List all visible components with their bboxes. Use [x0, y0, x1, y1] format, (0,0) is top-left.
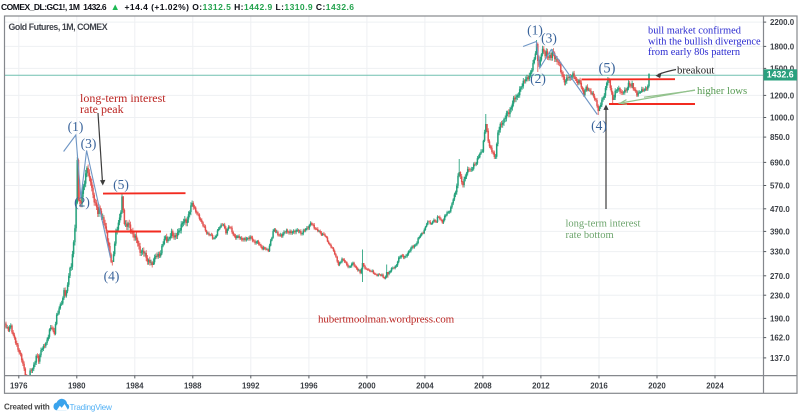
svg-text:230.0: 230.0 — [770, 291, 790, 300]
svg-text:(3): (3) — [541, 31, 557, 46]
svg-text:470.0: 470.0 — [770, 205, 790, 214]
svg-text:1500.0: 1500.0 — [770, 65, 795, 74]
svg-text:162.0: 162.0 — [770, 334, 790, 343]
svg-text:690.0: 690.0 — [770, 159, 790, 168]
svg-text:330.0: 330.0 — [770, 248, 790, 257]
svg-text:190.0: 190.0 — [770, 315, 790, 324]
svg-text:bull market confirmed: bull market confirmed — [648, 26, 742, 37]
svg-text:(2): (2) — [530, 71, 546, 86]
svg-text:1976: 1976 — [10, 382, 28, 391]
svg-text:1432.6: 1432.6 — [767, 70, 794, 80]
svg-text:2008: 2008 — [474, 382, 492, 391]
svg-text:rate peak: rate peak — [80, 102, 124, 116]
svg-text:850.0: 850.0 — [770, 133, 790, 142]
svg-text:+14.4 (+1.02%) O:1312.5 H:1442: +14.4 (+1.02%) O:1312.5 H:1442.9 L:1310.… — [125, 2, 355, 12]
svg-text:2020: 2020 — [648, 382, 666, 391]
svg-text:TradingView: TradingView — [70, 403, 112, 412]
svg-text:390.0: 390.0 — [770, 228, 790, 237]
svg-text:(1): (1) — [527, 23, 543, 38]
svg-text:1800.0: 1800.0 — [770, 43, 795, 52]
svg-text:rate bottom: rate bottom — [566, 230, 614, 241]
svg-text:higher lows: higher lows — [697, 85, 747, 97]
svg-text:2012: 2012 — [532, 382, 550, 391]
svg-text:Created with: Created with — [4, 403, 50, 412]
svg-text:1992: 1992 — [242, 382, 260, 391]
svg-text:2016: 2016 — [590, 382, 608, 391]
svg-text:1200.0: 1200.0 — [770, 92, 795, 101]
svg-text:from early 80s pattern: from early 80s pattern — [648, 47, 741, 58]
svg-text:1000.0: 1000.0 — [770, 114, 795, 123]
svg-text:2004: 2004 — [416, 382, 434, 391]
svg-text:long-term interest: long-term interest — [566, 219, 641, 230]
svg-text:(5): (5) — [599, 61, 616, 77]
svg-text:2024: 2024 — [706, 382, 724, 391]
svg-text:(5): (5) — [113, 177, 129, 192]
svg-text:1984: 1984 — [126, 382, 144, 391]
svg-text:with the bullish divergence: with the bullish divergence — [648, 37, 761, 48]
svg-text:(3): (3) — [81, 136, 97, 151]
svg-text:270.0: 270.0 — [770, 272, 790, 281]
svg-text:1996: 1996 — [300, 382, 318, 391]
svg-text:1988: 1988 — [184, 382, 202, 391]
svg-text:2000: 2000 — [358, 382, 376, 391]
svg-text:1980: 1980 — [68, 382, 86, 391]
svg-text:2200.0: 2200.0 — [770, 18, 795, 27]
svg-text:▲: ▲ — [111, 2, 120, 13]
svg-text:(2): (2) — [74, 195, 90, 210]
svg-text:570.0: 570.0 — [770, 182, 790, 191]
svg-text:Gold Futures, 1M, COMEX: Gold Futures, 1M, COMEX — [9, 22, 108, 32]
svg-text:137.0: 137.0 — [770, 354, 790, 363]
svg-text:(1): (1) — [68, 119, 84, 134]
svg-text:long-term interest: long-term interest — [80, 91, 166, 105]
svg-text:breakout: breakout — [677, 65, 714, 77]
svg-text:COMEX_DL:GC1!, 1M 1432.6: COMEX_DL:GC1!, 1M 1432.6 — [1, 2, 107, 12]
svg-text:hubertmoolman.wordpress.com: hubertmoolman.wordpress.com — [318, 314, 455, 326]
svg-text:(4): (4) — [591, 118, 607, 133]
svg-text:(4): (4) — [104, 269, 120, 284]
